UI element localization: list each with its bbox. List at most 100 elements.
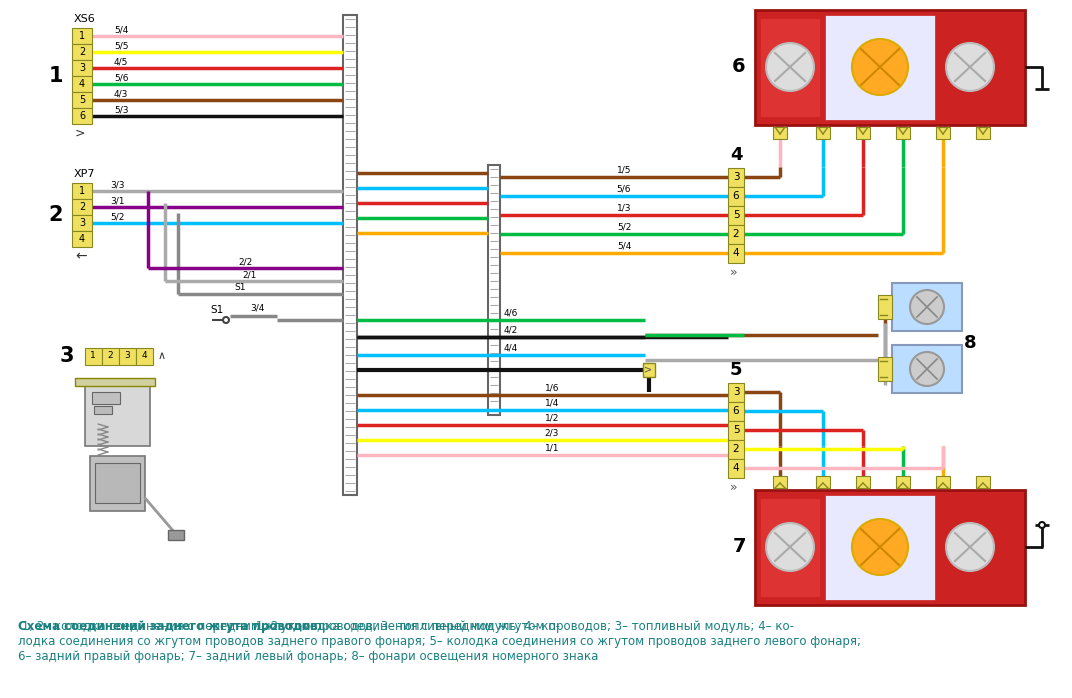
Text: 5: 5 xyxy=(732,210,740,220)
Bar xyxy=(892,283,962,331)
Bar xyxy=(896,476,910,488)
Text: 7: 7 xyxy=(732,537,746,556)
Text: 4: 4 xyxy=(142,352,147,360)
Text: 5: 5 xyxy=(732,425,740,435)
Bar xyxy=(896,127,910,139)
Bar xyxy=(72,108,92,124)
Text: 5/6: 5/6 xyxy=(114,73,129,82)
Bar xyxy=(936,476,950,488)
Bar xyxy=(72,183,92,199)
Bar xyxy=(936,127,950,139)
Text: лодка соединения со жгутом проводов заднего правого фонаря; 5– колодка соединени: лодка соединения со жгутом проводов задн… xyxy=(18,635,861,648)
Bar xyxy=(72,28,92,44)
Text: 1/3: 1/3 xyxy=(616,204,631,212)
Bar xyxy=(857,476,870,488)
Bar xyxy=(95,463,140,503)
Bar xyxy=(72,44,92,60)
Text: 6– задний правый фонарь; 7– задний левый фонарь; 8– фонари освещения номерного з: 6– задний правый фонарь; 7– задний левый… xyxy=(18,650,598,663)
Bar xyxy=(488,165,500,415)
Text: >: > xyxy=(644,365,652,375)
Text: 3/3: 3/3 xyxy=(110,181,124,189)
Text: 5: 5 xyxy=(730,361,742,379)
Bar xyxy=(728,187,744,206)
Text: 4/5: 4/5 xyxy=(114,57,129,66)
Text: »: » xyxy=(730,480,738,493)
Circle shape xyxy=(766,523,814,571)
Bar xyxy=(75,378,155,386)
Bar xyxy=(136,348,153,365)
Bar xyxy=(825,495,935,600)
Text: ←: ← xyxy=(75,249,87,263)
Text: 5/4: 5/4 xyxy=(616,242,631,251)
Text: 6: 6 xyxy=(732,406,740,416)
Bar xyxy=(728,168,744,187)
Bar xyxy=(878,295,892,319)
Bar xyxy=(816,127,830,139)
Text: 4/6: 4/6 xyxy=(504,309,518,318)
Bar xyxy=(85,386,150,446)
Bar xyxy=(85,348,102,365)
Bar xyxy=(773,127,787,139)
Text: XS6: XS6 xyxy=(74,14,95,24)
Text: 2/1: 2/1 xyxy=(243,271,257,279)
Text: Схема соединений заднего жгута проводов:: Схема соединений заднего жгута проводов: xyxy=(18,620,323,633)
Text: 1, 2– колодка соединения с передним жгутом проводов; 3– топливный модуль; 4– ко-: 1, 2– колодка соединения с передним жгут… xyxy=(18,620,560,633)
Bar xyxy=(728,402,744,421)
Text: 5/5: 5/5 xyxy=(114,41,129,50)
Bar xyxy=(976,476,991,488)
Bar xyxy=(755,10,1025,125)
Text: 2/3: 2/3 xyxy=(545,429,560,438)
Circle shape xyxy=(1039,522,1045,528)
Text: 8: 8 xyxy=(964,334,977,352)
Circle shape xyxy=(946,523,994,571)
Text: 4: 4 xyxy=(79,234,85,244)
Text: 2: 2 xyxy=(79,202,85,212)
Circle shape xyxy=(852,519,908,575)
Text: 2: 2 xyxy=(732,444,740,454)
Bar xyxy=(825,15,935,120)
Text: 4/3: 4/3 xyxy=(114,89,129,98)
Text: 2: 2 xyxy=(79,47,85,57)
Text: 4/2: 4/2 xyxy=(504,325,518,334)
Bar xyxy=(755,490,1025,605)
Text: 5/2: 5/2 xyxy=(110,212,124,221)
Text: 6: 6 xyxy=(79,111,85,121)
Text: 3: 3 xyxy=(124,352,130,360)
Bar xyxy=(72,231,92,247)
Text: 3: 3 xyxy=(732,172,740,182)
Bar xyxy=(92,392,120,404)
Text: 1/5: 1/5 xyxy=(616,165,631,174)
Bar xyxy=(816,476,830,488)
Text: 5/3: 5/3 xyxy=(114,105,129,114)
Bar xyxy=(72,76,92,92)
Text: 4: 4 xyxy=(732,248,740,258)
Bar xyxy=(878,357,892,381)
Text: 4/4: 4/4 xyxy=(504,343,518,352)
Bar xyxy=(72,60,92,76)
Bar xyxy=(728,225,744,244)
Circle shape xyxy=(946,43,994,91)
Text: 6: 6 xyxy=(732,191,740,201)
Text: 4: 4 xyxy=(730,146,742,164)
Text: 1: 1 xyxy=(79,186,85,196)
Bar xyxy=(728,244,744,263)
Text: 1: 1 xyxy=(90,352,95,360)
Bar xyxy=(72,215,92,231)
Text: 4: 4 xyxy=(732,463,740,473)
Bar xyxy=(728,440,744,459)
Text: 5/2: 5/2 xyxy=(616,223,631,232)
Text: 2/2: 2/2 xyxy=(238,258,252,267)
Text: 3: 3 xyxy=(79,63,85,73)
Bar xyxy=(728,383,744,402)
Text: 1: 1 xyxy=(48,66,63,86)
Text: 1/2: 1/2 xyxy=(545,413,560,422)
Bar xyxy=(119,348,136,365)
Bar xyxy=(773,476,787,488)
Bar xyxy=(857,127,870,139)
Text: 2: 2 xyxy=(732,229,740,239)
Text: S1: S1 xyxy=(235,283,245,292)
Text: ∧: ∧ xyxy=(158,351,166,361)
Bar xyxy=(892,345,962,393)
Text: 3: 3 xyxy=(60,346,74,366)
Text: 2: 2 xyxy=(107,352,113,360)
